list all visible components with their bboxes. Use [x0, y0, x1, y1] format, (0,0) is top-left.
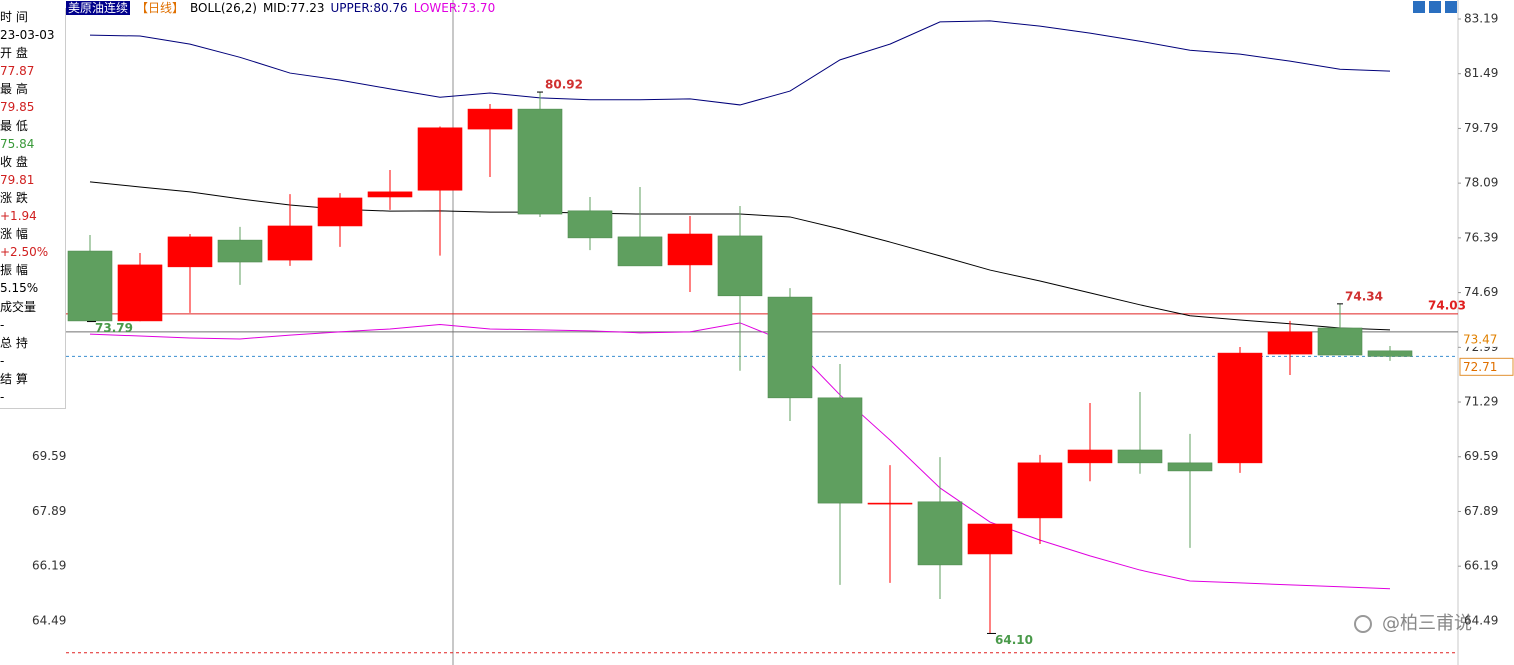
candle-body	[1067, 449, 1113, 464]
info-value: 23-03-03	[0, 28, 55, 43]
candle-body	[767, 296, 813, 399]
info-label: 开 盘	[0, 46, 28, 61]
tool-icon[interactable]	[1429, 1, 1441, 13]
y-tick-label: 79.79	[1464, 121, 1498, 135]
info-value: -	[0, 317, 5, 332]
info-value: 79.81	[0, 172, 35, 187]
candle-body	[667, 233, 713, 266]
y-tick-label: 76.39	[1464, 230, 1498, 244]
info-label: 最 低	[0, 118, 28, 133]
y-tick-label: 66.19	[1464, 559, 1498, 573]
candle-body	[617, 236, 663, 267]
low-label: 64.10	[995, 633, 1033, 647]
info-value: 5.15%	[0, 281, 39, 296]
reference-label: 74.03	[1428, 298, 1466, 312]
info-value: +2.50%	[0, 245, 49, 260]
candle-body	[1267, 331, 1313, 355]
indicator: BOLL(26,2)	[190, 1, 257, 15]
candle-body	[1317, 327, 1363, 356]
info-value: -	[0, 353, 5, 368]
toolbar	[1413, 1, 1457, 13]
watermark: @柏三甫说	[1354, 613, 1472, 634]
info-value: 79.85	[0, 100, 35, 115]
y-tick-label: 81.49	[1464, 66, 1498, 80]
info-label: 时 间	[0, 10, 28, 24]
info-label: 最 高	[0, 82, 28, 97]
lower-value: LOWER:73.70	[413, 1, 496, 15]
info-label: 总 持	[0, 335, 28, 350]
candle-body	[717, 235, 763, 297]
tool-icon[interactable]	[1445, 1, 1457, 13]
candle-body	[1217, 352, 1263, 464]
info-label: 收 盘	[0, 154, 28, 169]
candle-body	[217, 239, 263, 263]
label-bg	[1460, 331, 1512, 347]
reference-label: 73.47	[1463, 332, 1497, 346]
y-tick-label-left: 69.59	[32, 449, 66, 463]
low-label: 73.79	[95, 321, 133, 335]
info-value: 77.87	[0, 64, 35, 79]
header: 美原油连续 【日线】 BOLL(26,2) MID:77.23 UPPER:80.76 L…	[66, 0, 501, 16]
period: 【日线】	[136, 1, 185, 15]
mid-value: MID:77.23	[262, 1, 325, 15]
y-tick-label: 64.49	[1464, 613, 1498, 627]
candle-body	[317, 197, 363, 227]
y-tick-label: 69.59	[1464, 449, 1498, 463]
info-value: +1.94	[0, 209, 37, 224]
high-label: 74.34	[1345, 289, 1383, 303]
candle-body	[1367, 350, 1413, 357]
label-box	[1459, 357, 1514, 376]
candle-body	[117, 264, 163, 322]
info-label: 结 算	[0, 371, 28, 386]
watermark-logo	[1354, 615, 1372, 633]
y-tick-label-left: 67.89	[32, 504, 66, 518]
candle-body	[917, 501, 963, 566]
candle-body	[367, 191, 413, 198]
candle-body	[1017, 462, 1063, 519]
candle-body	[167, 236, 213, 268]
high-label: 80.92	[545, 78, 583, 92]
symbol: 美原油连续	[66, 1, 131, 15]
candle-body	[567, 210, 613, 239]
candle-body	[417, 127, 463, 191]
y-tick-label: 78.09	[1464, 176, 1498, 190]
upper-value: UPPER:80.76	[330, 1, 408, 15]
y-tick-label: 67.89	[1464, 504, 1498, 518]
y-tick-label: 83.19	[1464, 11, 1498, 25]
candle-body	[517, 108, 563, 215]
watermark-text: @柏三甫说	[1382, 613, 1472, 634]
boll-line	[89, 20, 1391, 106]
info-label: 振 幅	[0, 263, 28, 278]
candle-body	[67, 250, 113, 322]
reference-label: 72.71	[1463, 360, 1497, 374]
candle-body	[1167, 462, 1213, 472]
candle-body	[867, 502, 913, 505]
candle-body	[967, 523, 1013, 555]
tool-icon[interactable]	[1413, 1, 1425, 13]
info-label: 涨 幅	[0, 227, 28, 242]
y-tick-label-left: 66.19	[32, 559, 66, 573]
info-label: 涨 跌	[0, 190, 28, 205]
candle-body	[467, 108, 513, 130]
info-label: 成交量	[0, 299, 37, 314]
info-value: 75.84	[0, 136, 35, 151]
y-tick-label: 71.29	[1464, 395, 1498, 409]
info-value: -	[0, 389, 5, 404]
candle-body	[267, 225, 313, 261]
candle-body	[817, 397, 863, 504]
info-panel: 时 间 23-03-03 开 盘 77.87 最 高 79.85 最 低 75.84 收 盘 79…	[0, 8, 66, 409]
candle-body	[1117, 449, 1163, 464]
y-tick-label-left: 64.49	[32, 613, 66, 627]
y-tick-label: 74.69	[1464, 285, 1498, 299]
